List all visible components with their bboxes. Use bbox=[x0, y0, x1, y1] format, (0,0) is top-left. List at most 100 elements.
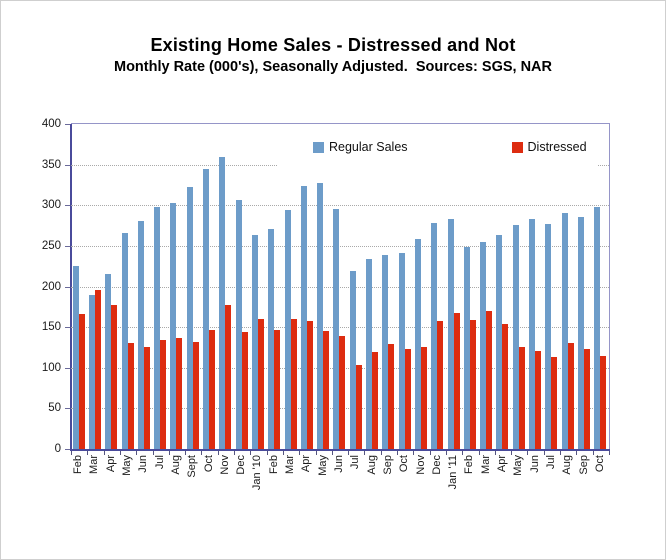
bar-regular-sales bbox=[480, 241, 487, 449]
x-tick bbox=[511, 451, 513, 455]
bar-distressed bbox=[160, 340, 167, 449]
y-tick bbox=[65, 449, 70, 450]
bar-regular-sales bbox=[512, 224, 519, 449]
bar-regular-sales bbox=[431, 223, 438, 449]
bar-regular-sales bbox=[366, 258, 373, 449]
x-tick-label: Apr bbox=[496, 455, 509, 473]
bar-regular-sales bbox=[170, 202, 177, 449]
x-tick bbox=[185, 451, 187, 455]
x-tick bbox=[299, 451, 301, 455]
x-tick bbox=[331, 451, 333, 455]
y-tick bbox=[65, 367, 70, 369]
y-tick-label: 350 bbox=[41, 158, 61, 171]
y-tick-label: 400 bbox=[41, 118, 61, 130]
x-tick bbox=[315, 451, 317, 455]
x-tick bbox=[217, 451, 219, 455]
x-tick-label: May bbox=[512, 455, 525, 476]
bar-distressed bbox=[453, 313, 460, 449]
x-tick-label: Apr bbox=[300, 455, 313, 473]
bar-regular-sales bbox=[349, 271, 356, 449]
bar-distressed bbox=[111, 305, 118, 449]
x-tick-label: Apr bbox=[104, 455, 117, 473]
bar-regular-sales bbox=[219, 157, 226, 449]
x-tick-label: Sep bbox=[381, 455, 394, 475]
x-tick-label: Jul bbox=[153, 455, 166, 470]
bar-regular-sales bbox=[414, 239, 421, 449]
x-tick bbox=[266, 451, 268, 455]
bar-distressed bbox=[404, 349, 411, 449]
x-tick-label: Aug bbox=[365, 455, 378, 475]
bar-distressed bbox=[257, 319, 264, 449]
legend: Regular Sales Distressed bbox=[277, 128, 597, 166]
x-tick bbox=[119, 451, 121, 455]
x-tick bbox=[445, 451, 447, 455]
bar-distressed bbox=[78, 314, 85, 449]
x-tick bbox=[609, 451, 610, 455]
x-tick bbox=[478, 451, 480, 455]
bar-regular-sales bbox=[317, 183, 324, 449]
x-tick-label: Oct bbox=[202, 455, 215, 473]
x-tick-label: Feb bbox=[72, 455, 85, 474]
bar-distressed bbox=[388, 344, 395, 449]
x-tick-label: Mar bbox=[88, 455, 101, 474]
x-tick bbox=[592, 451, 594, 455]
bar-distressed bbox=[323, 331, 330, 449]
y-tick-label: 300 bbox=[41, 199, 61, 212]
bar-distressed bbox=[306, 320, 313, 449]
bar-distressed bbox=[225, 305, 232, 449]
x-tick bbox=[413, 451, 415, 455]
y-tick bbox=[65, 164, 70, 166]
bar-distressed bbox=[600, 355, 607, 449]
bar-regular-sales bbox=[88, 294, 95, 449]
x-tick-label: Feb bbox=[267, 455, 280, 474]
bar-distressed bbox=[486, 310, 493, 449]
bar-distressed bbox=[583, 349, 590, 449]
x-tick-label: Jul bbox=[349, 455, 362, 470]
bar-regular-sales bbox=[300, 185, 307, 449]
y-tick bbox=[65, 124, 70, 125]
bar-regular-sales bbox=[398, 253, 405, 449]
y-tick bbox=[65, 408, 70, 410]
bar-regular-sales bbox=[545, 223, 552, 449]
bar-regular-sales bbox=[529, 219, 536, 449]
x-tick-label: Dec bbox=[235, 455, 248, 475]
gridline-250 bbox=[71, 245, 609, 247]
bar-distressed bbox=[502, 323, 509, 449]
x-tick-label: Sept bbox=[186, 455, 199, 478]
bar-regular-sales bbox=[203, 168, 210, 449]
bar-distressed bbox=[192, 341, 199, 449]
bar-distressed bbox=[143, 347, 150, 449]
bar-regular-sales bbox=[251, 235, 258, 449]
bar-regular-sales bbox=[561, 212, 568, 449]
y-tick bbox=[65, 205, 70, 207]
legend-item-regular-sales: Regular Sales bbox=[313, 140, 408, 154]
y-tick bbox=[65, 245, 70, 247]
y-tick-label: 200 bbox=[41, 280, 61, 293]
x-tick bbox=[152, 451, 154, 455]
x-tick-label: May bbox=[121, 455, 134, 476]
x-tick-label: Jan '11 bbox=[447, 455, 460, 490]
bar-regular-sales bbox=[284, 210, 291, 449]
bar-regular-sales bbox=[463, 246, 470, 449]
y-tick bbox=[65, 327, 70, 329]
legend-label: Distressed bbox=[527, 140, 587, 154]
x-tick-label: Jun bbox=[333, 455, 345, 473]
x-tick-label: Mar bbox=[284, 455, 297, 474]
x-tick bbox=[462, 451, 464, 455]
bar-distressed bbox=[469, 319, 476, 449]
bar-distressed bbox=[339, 336, 346, 449]
x-tick bbox=[576, 451, 578, 455]
bar-distressed bbox=[372, 352, 379, 449]
bar-regular-sales bbox=[105, 274, 112, 449]
x-tick bbox=[87, 451, 89, 455]
y-tick-label: 50 bbox=[48, 402, 61, 415]
bar-distressed bbox=[209, 329, 216, 449]
distressed-swatch-icon bbox=[511, 141, 523, 153]
y-tick bbox=[65, 286, 70, 288]
x-tick bbox=[429, 451, 431, 455]
x-tick-label: Nov bbox=[218, 455, 231, 475]
x-tick-label: Aug bbox=[561, 455, 574, 475]
x-tick-label: Dec bbox=[430, 455, 443, 475]
bar-regular-sales bbox=[447, 219, 454, 449]
x-tick-label: Mar bbox=[479, 455, 492, 474]
